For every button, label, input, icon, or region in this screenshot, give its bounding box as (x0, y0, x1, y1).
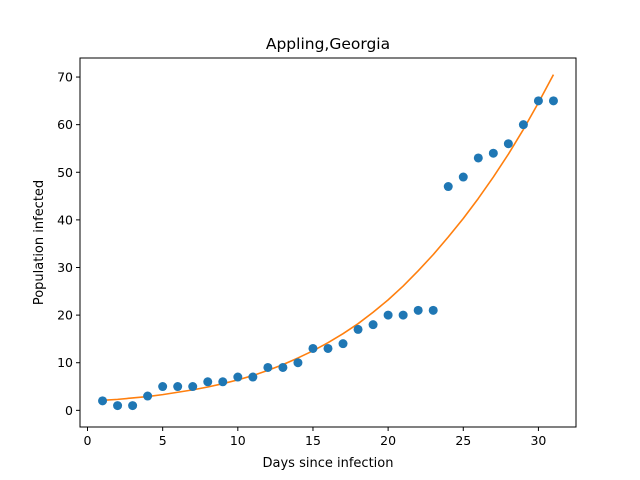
data-point (413, 305, 423, 315)
data-point (398, 310, 408, 320)
data-point (218, 377, 228, 387)
y-axis: 0 10 20 30 40 50 60 70 (57, 70, 80, 418)
fit-line (102, 74, 555, 402)
x-axis: 0 5 10 15 20 25 30 (84, 427, 546, 448)
data-point (473, 153, 483, 163)
data-point (263, 362, 273, 372)
x-tick-label: 15 (305, 433, 321, 448)
data-point (293, 358, 303, 368)
data-point (203, 377, 213, 387)
y-tick-label: 50 (57, 165, 73, 180)
y-tick-label: 0 (65, 403, 73, 418)
data-point (158, 382, 168, 392)
data-point (428, 305, 438, 315)
data-point (488, 148, 498, 158)
data-point (248, 372, 258, 382)
data-point (368, 320, 378, 330)
fit-line-layer (102, 74, 555, 402)
x-tick-label: 5 (159, 433, 167, 448)
data-point (233, 372, 243, 382)
y-axis-label: Population infected (32, 180, 47, 305)
y-tick-label: 60 (57, 117, 73, 132)
y-tick-label: 30 (57, 260, 73, 275)
x-tick-label: 20 (380, 433, 396, 448)
data-point (353, 324, 363, 334)
data-point (518, 120, 528, 130)
data-point (548, 96, 558, 106)
data-points-layer (98, 96, 558, 411)
data-point (533, 96, 543, 106)
data-point (458, 172, 468, 182)
plot-frame (79, 57, 577, 428)
x-tick-label: 25 (455, 433, 471, 448)
data-point (113, 401, 123, 411)
x-axis-label: Days since infection (263, 456, 394, 471)
data-point (338, 339, 348, 349)
data-point (143, 391, 153, 401)
y-tick-label: 10 (57, 355, 73, 370)
data-point (173, 382, 183, 392)
x-tick-label: 10 (230, 433, 246, 448)
data-point (278, 362, 288, 372)
data-point (383, 310, 393, 320)
y-tick-label: 40 (57, 212, 73, 227)
data-point (503, 139, 513, 149)
chart-title: Appling,Georgia (266, 35, 390, 53)
x-tick-label: 30 (530, 433, 546, 448)
data-point (98, 396, 108, 406)
data-point (443, 182, 453, 192)
data-point (308, 343, 318, 353)
y-tick-label: 20 (57, 308, 73, 323)
data-point (128, 401, 138, 411)
x-tick-label: 0 (84, 433, 92, 448)
data-point (188, 382, 198, 392)
y-tick-label: 70 (57, 70, 73, 85)
data-point (323, 343, 333, 353)
